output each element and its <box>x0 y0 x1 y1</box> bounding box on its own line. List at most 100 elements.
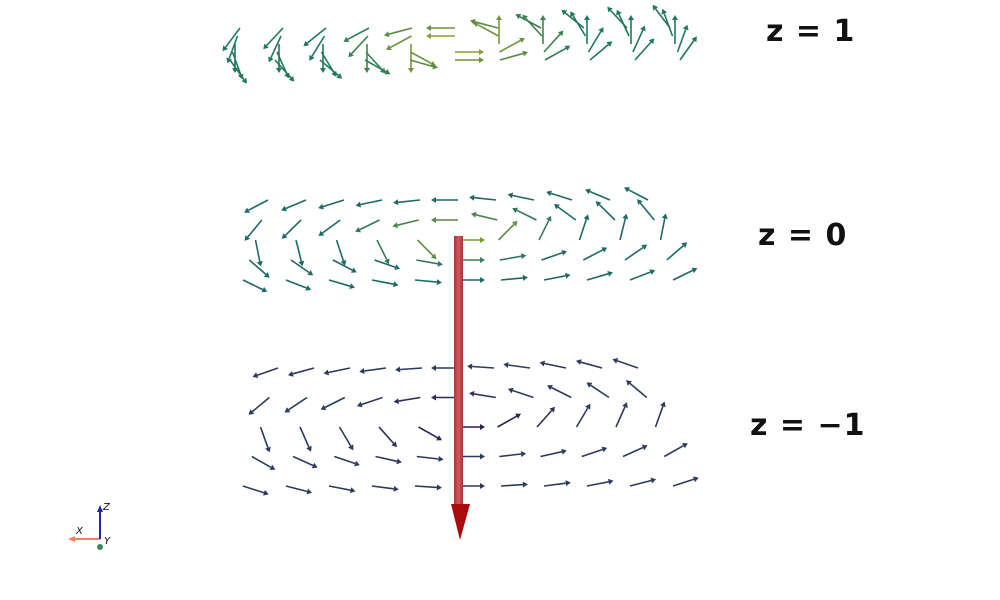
field-vector-head <box>263 489 269 496</box>
field-vector-line <box>499 453 522 458</box>
field-vector-line <box>247 219 263 238</box>
field-vector-head <box>512 207 518 213</box>
field-vector-line <box>409 59 434 68</box>
field-vector-line <box>332 259 353 271</box>
field-vector-line <box>499 39 521 53</box>
field-vector-line <box>632 29 644 53</box>
field-vector-line <box>499 255 522 261</box>
field-vector-head <box>393 199 399 206</box>
field-vector-line <box>285 279 307 289</box>
field-vector-head <box>265 446 271 453</box>
field-vector-head <box>583 214 590 221</box>
field-vector-head <box>261 286 268 293</box>
field-vector-line <box>418 426 439 439</box>
current-arrow <box>451 236 470 540</box>
field-plane-z-minus-1 <box>242 358 699 496</box>
field-vector-line <box>500 277 523 281</box>
current-arrow-shaft <box>454 236 463 508</box>
field-vector-head <box>586 382 593 388</box>
field-vector-head <box>691 267 698 274</box>
field-vector-head <box>503 362 509 368</box>
field-vector-head <box>431 394 436 401</box>
field-vector-head <box>269 464 276 470</box>
field-vector-line <box>328 279 351 287</box>
axis-z-label: Z <box>102 502 111 513</box>
field-vector-head <box>622 213 629 220</box>
field-vector-head <box>520 451 527 457</box>
field-vector-line <box>587 30 602 53</box>
field-vector-line <box>319 59 339 77</box>
field-vector-head <box>306 488 313 495</box>
field-vector-line <box>306 27 327 44</box>
field-vector-head <box>284 407 291 413</box>
field-vector-head <box>624 187 630 193</box>
axis-x-label: X <box>75 526 84 537</box>
field-vector-line <box>351 35 369 55</box>
field-vector-line <box>360 199 383 206</box>
field-vector-line <box>376 239 388 261</box>
field-vector-head <box>672 15 678 20</box>
field-vector-line <box>543 482 566 487</box>
field-vector-head <box>467 363 473 370</box>
field-vector-head <box>691 36 697 43</box>
field-vector-head <box>392 222 399 229</box>
field-vector-head <box>318 203 324 210</box>
field-vector-line <box>364 59 387 73</box>
field-vector-head <box>309 54 315 61</box>
field-vector-line <box>536 410 553 428</box>
field-vector-head <box>244 207 250 213</box>
field-vector-line <box>335 239 345 262</box>
field-vector-line <box>224 27 241 48</box>
field-vector-line <box>586 481 609 487</box>
field-vector-head <box>348 51 354 58</box>
field-vector-head <box>288 371 294 377</box>
axis-z-head <box>97 505 103 512</box>
field-vector-head <box>395 366 401 373</box>
field-vector-head <box>480 237 485 243</box>
field-vector-head <box>640 25 646 32</box>
field-vector-head <box>318 230 325 236</box>
field-vector-line <box>581 448 603 458</box>
field-vector-head <box>522 481 528 488</box>
plane-label-z-1: z = 1 <box>766 14 856 49</box>
field-vector-head <box>546 190 552 197</box>
field-vector-head <box>661 8 667 15</box>
field-vector-line <box>288 396 308 411</box>
field-vector-line <box>550 192 573 201</box>
field-vector-head <box>522 14 528 21</box>
orientation-axes: X Z Y <box>68 502 111 550</box>
field-vector-line <box>525 17 543 37</box>
field-vector-head <box>540 15 546 20</box>
field-vector-head <box>507 192 514 199</box>
field-vector-head <box>507 387 514 394</box>
field-vector-line <box>328 485 351 491</box>
field-vector-head <box>480 277 485 283</box>
field-vector-head <box>305 285 312 291</box>
field-vector-head <box>311 462 318 469</box>
field-vector-head <box>661 213 668 219</box>
field-vector-line <box>497 415 518 428</box>
field-vector-head <box>584 15 590 20</box>
field-vector-line <box>663 13 674 37</box>
field-vector-head <box>561 250 567 256</box>
field-vector-line <box>618 13 630 37</box>
field-vector-head <box>682 443 688 449</box>
field-vector-head <box>649 269 656 275</box>
field-plane-z-1 <box>222 4 697 84</box>
field-vector-head <box>607 6 613 13</box>
field-vector-head <box>612 358 619 364</box>
field-vector-line <box>672 478 695 487</box>
field-vector-line <box>374 259 396 268</box>
field-vector-head <box>391 441 397 448</box>
field-vector-line <box>375 455 398 463</box>
field-vector-head <box>226 57 232 64</box>
field-vector-head <box>650 477 657 484</box>
field-vector-line <box>500 483 524 487</box>
field-vector-line <box>295 239 303 262</box>
field-vector-line <box>285 199 307 210</box>
current-arrow-head <box>451 504 470 540</box>
field-vector-head <box>426 25 431 31</box>
field-vector-head <box>263 272 270 278</box>
field-vector-line <box>416 259 439 265</box>
